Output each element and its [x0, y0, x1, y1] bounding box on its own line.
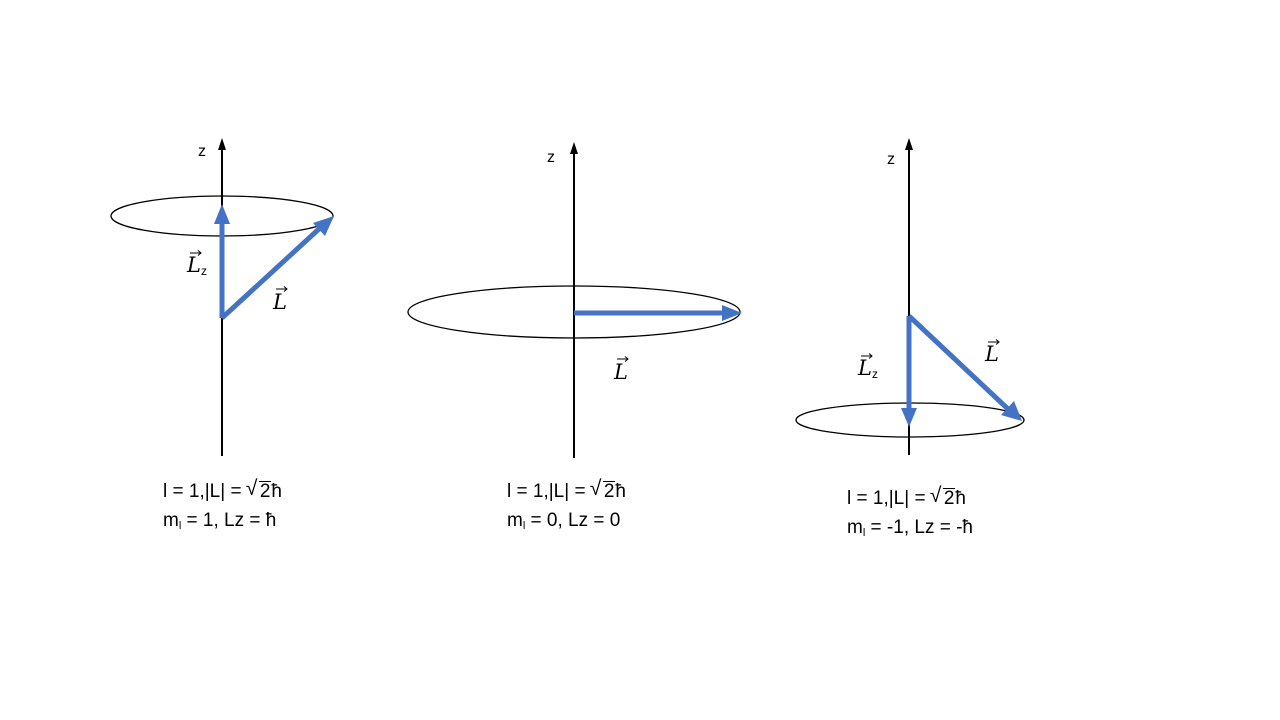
caption-line-projection: ml = 1, Lz = ħ — [163, 510, 277, 532]
z-axis-label: z — [198, 143, 206, 160]
lz-vector-arrowhead — [901, 408, 917, 427]
svg-text:L: L — [272, 290, 287, 314]
lz-label: Lz — [857, 353, 878, 381]
sqrt-symbol: 2 — [930, 481, 956, 513]
l-vector-arrowhead — [1001, 401, 1022, 421]
caption-line-magnitude: l = 1,|L| = 2ħ — [847, 481, 973, 513]
svg-text:Lz: Lz — [186, 253, 207, 278]
vector-arrow-accent — [988, 339, 1000, 345]
l-vector — [907, 314, 1010, 411]
z-axis-label: z — [887, 151, 895, 168]
lz-vector-arrowhead — [214, 204, 230, 224]
l-vector — [220, 226, 322, 320]
caption-line-projection: ml = 0, Lz = 0 — [507, 510, 621, 532]
vector-arrow-accent — [276, 286, 288, 292]
svg-text:Lz: Lz — [857, 356, 878, 381]
l-label: L — [272, 286, 288, 314]
vector-arrow-accent — [861, 353, 873, 359]
caption-line-projection: ml = -1, Lz = -ħ — [847, 517, 974, 539]
lz-label: Lz — [186, 250, 207, 278]
svg-text:L: L — [613, 360, 628, 384]
panel-ml-0: z L — [407, 142, 742, 458]
panel-ml-plus-1: z Lz L — [110, 138, 334, 456]
panel-ml-minus-1: z Lz L — [795, 138, 1025, 455]
caption-panel-3: l = 1,|L| = 2ħ ml = -1, Lz = -ħ — [847, 481, 974, 548]
l-label: L — [984, 339, 1000, 366]
sqrt-symbol: 2 — [246, 474, 272, 506]
caption-line-magnitude: l = 1,|L| = 2ħ — [163, 474, 282, 506]
l-vector-arrowhead — [722, 305, 742, 321]
z-axis-label: z — [547, 149, 555, 166]
caption-panel-2: l = 1,|L| = 2ħ ml = 0, Lz = 0 — [507, 474, 626, 541]
precession-circle — [407, 285, 741, 339]
vector-arrow-accent — [617, 356, 629, 362]
z-axis-arrowhead — [905, 138, 913, 150]
sqrt-symbol: 2 — [590, 474, 616, 506]
caption-panel-1: l = 1,|L| = 2ħ ml = 1, Lz = ħ — [163, 474, 282, 541]
caption-line-magnitude: l = 1,|L| = 2ħ — [507, 474, 626, 506]
svg-text:L: L — [984, 342, 999, 366]
vector-arrow-accent — [190, 250, 202, 256]
l-label: L — [613, 356, 629, 384]
z-axis-arrowhead — [218, 138, 226, 150]
l-vector-arrowhead — [313, 216, 334, 236]
z-axis-arrowhead — [570, 142, 578, 154]
